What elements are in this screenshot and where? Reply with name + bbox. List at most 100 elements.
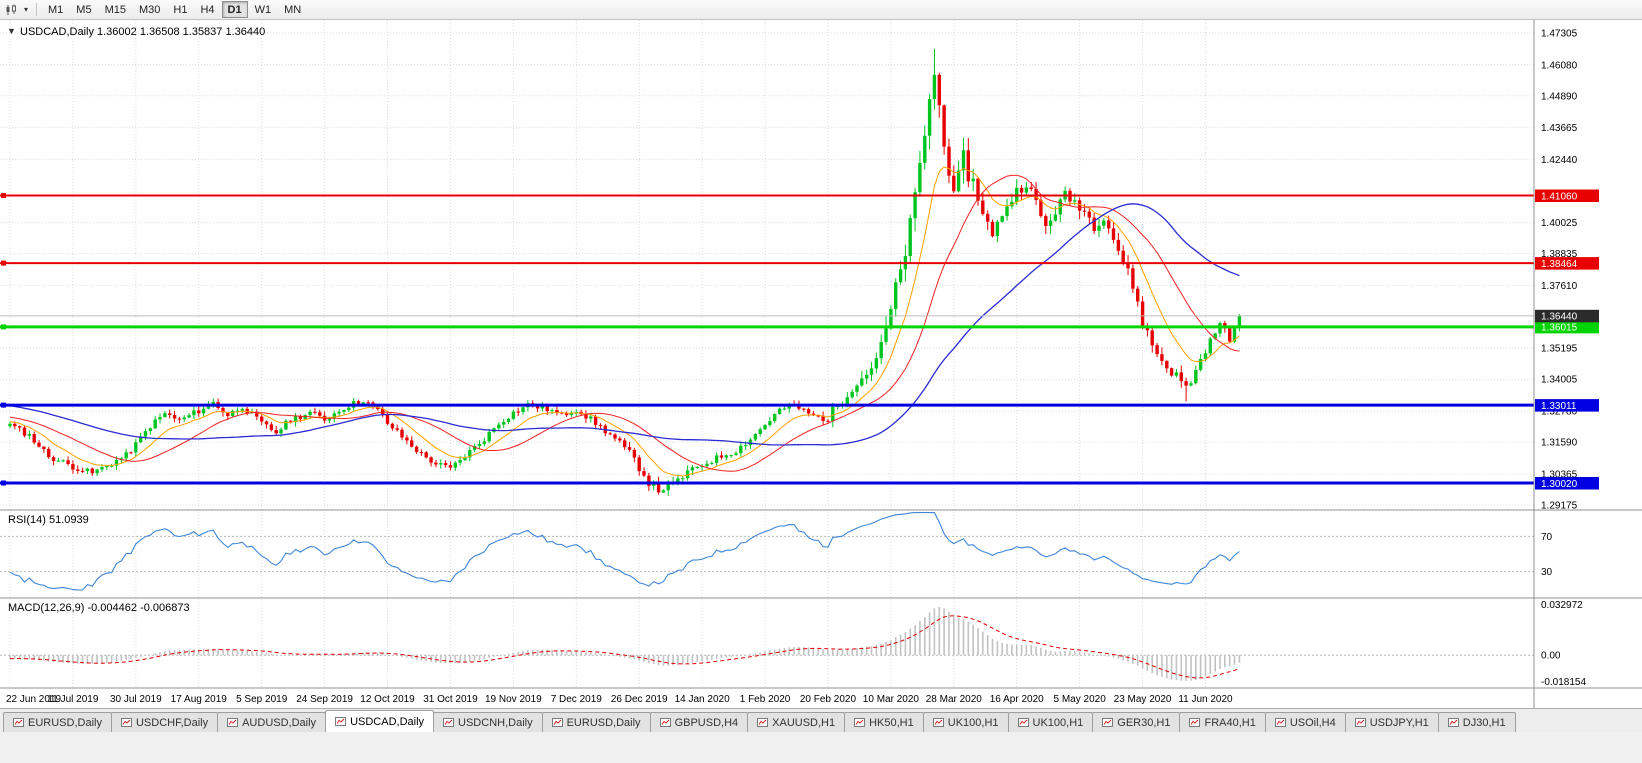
macd-axis-max: 0.032972 [1541, 600, 1583, 611]
time-tick-label: 30 Jul 2019 [110, 694, 162, 705]
chart-tab-icon [1189, 718, 1201, 727]
macd-label: MACD(12,26,9) -0.004462 -0.006873 [8, 602, 190, 614]
price-badge-1.36440 [1535, 309, 1599, 323]
chart-tab-usdchf-daily[interactable]: USDCHF,Daily [110, 712, 219, 732]
time-tick-label: 11 Jul 2019 [47, 694, 98, 705]
chart-tab-dj30-h1[interactable]: DJ30,H1 [1437, 712, 1516, 732]
time-tick-label: 11 Jun 2020 [1178, 694, 1233, 705]
timeframe-button-h4[interactable]: H4 [194, 1, 220, 18]
chart-tab-label: USDJPY,H1 [1369, 716, 1429, 729]
svg-text:1.30020: 1.30020 [1541, 479, 1578, 490]
chart-tab-usoil-h4[interactable]: USOil,H4 [1264, 712, 1346, 732]
chart-canvas[interactable]: RSI(14) 51.0939 MACD(12,26,9) -0.004462 -… [0, 20, 1642, 708]
triangle-down-icon[interactable]: ▼ [7, 26, 16, 36]
hline-handle[interactable] [1, 324, 6, 330]
caret-down-icon[interactable]: ▾ [23, 5, 28, 14]
chart-tab-ger30-h1[interactable]: GER30,H1 [1092, 712, 1181, 732]
hline-handle[interactable] [1, 260, 6, 266]
chart-tab-label: FRA40,H1 [1204, 716, 1256, 729]
timeframe-button-h1[interactable]: H1 [167, 1, 193, 18]
price-tick-label: 1.37610 [1541, 281, 1578, 292]
toolbar-separator [36, 3, 37, 16]
chart-tab-gbpusd-h4[interactable]: GBPUSD,H4 [649, 712, 749, 732]
chart-tab-uk100-h1[interactable]: UK100,H1 [922, 712, 1009, 732]
chart-tab-label: GER30,H1 [1117, 716, 1171, 729]
price-tick-label: 1.38835 [1541, 249, 1578, 260]
chart-tab-icon [1102, 718, 1114, 727]
price-tick-label: 1.46080 [1541, 60, 1578, 71]
rsi-pane: RSI(14) 51.0939 [0, 512, 1534, 591]
time-tick-label: 20 Feb 2020 [800, 694, 857, 705]
chart-tab-icon [1274, 718, 1286, 727]
chart-tab-icon [854, 718, 866, 727]
chart-tab-eurusd-daily[interactable]: EURUSD,Daily [3, 712, 112, 732]
svg-text:1.38464: 1.38464 [1541, 259, 1578, 270]
price-tick-label: 1.30365 [1541, 470, 1578, 481]
timeframe-button-d1[interactable]: D1 [221, 1, 248, 18]
chart-tab-icon [659, 718, 671, 727]
time-tick-label: 1 Feb 2020 [740, 694, 791, 705]
chart-tab-label: USDCHF,Daily [135, 716, 209, 729]
hline-handle[interactable] [1, 480, 6, 486]
chart-tab-usdjpy-h1[interactable]: USDJPY,H1 [1344, 712, 1439, 732]
time-tick-label: 24 Sep 2019 [296, 694, 353, 705]
time-tick-label: 17 Aug 2019 [171, 694, 228, 705]
chart-tab-xauusd-h1[interactable]: XAUUSD,H1 [747, 712, 846, 732]
price-tick-label: 1.32780 [1541, 407, 1578, 418]
hline-handle[interactable] [1, 402, 6, 408]
price-tick-label: 1.31590 [1541, 438, 1578, 449]
hline-handle[interactable] [1, 193, 6, 199]
price-tick-label: 1.42440 [1541, 155, 1578, 166]
time-tick-label: 5 Sep 2019 [236, 694, 288, 705]
timeframe-button-m30[interactable]: M30 [133, 1, 166, 18]
timeframe-button-group: M1 M5 M15 M30 H1 H4 D1 W1 MN [42, 1, 307, 18]
timeframe-button-m5[interactable]: M5 [70, 1, 97, 18]
chart-tab-label: USDCAD,Daily [350, 715, 425, 728]
chart-tab-hk50-h1[interactable]: HK50,H1 [844, 712, 924, 732]
price-tick-label: 1.47305 [1541, 28, 1578, 39]
chart-background [0, 20, 1642, 708]
chart-tab-audusd-daily[interactable]: AUDUSD,Daily [217, 712, 327, 732]
rsi-level-label: 70 [1541, 532, 1553, 543]
candlestick-chart-icon[interactable] [3, 2, 21, 18]
grid [0, 20, 1534, 688]
chart-tab-label: AUDUSD,Daily [242, 716, 317, 729]
svg-text:1.36440: 1.36440 [1541, 312, 1578, 323]
price-badge-1.38464 [1535, 257, 1599, 270]
chart-title: USDCAD,Daily 1.36002 1.36508 1.35837 1.3… [20, 26, 265, 38]
price-tick-label: 1.29175 [1541, 501, 1578, 512]
time-tick-label: 19 Nov 2019 [485, 694, 542, 705]
timeframe-button-w1[interactable]: W1 [249, 1, 278, 18]
chart-tab-icon [335, 717, 347, 726]
chart-tab-eurusd-daily[interactable]: EURUSD,Daily [541, 712, 651, 732]
time-tick-label: 26 Dec 2019 [611, 694, 668, 705]
time-tick-label: 16 Apr 2020 [990, 694, 1044, 705]
chart-tab-icon [551, 718, 563, 727]
chart-tab-icon [757, 718, 769, 727]
chart-tab-label: HK50,H1 [869, 716, 914, 729]
chart-tab-bar: EURUSD,Daily USDCHF,Daily AUDUSD,Daily USDC… [0, 708, 1642, 732]
chart-tab-icon [1017, 718, 1029, 727]
macd-axis-zero: 0.00 [1541, 651, 1561, 662]
chart-tab-uk100-h1[interactable]: UK100,H1 [1007, 712, 1094, 732]
timeframe-button-mn[interactable]: MN [278, 1, 307, 18]
chart-tab-icon [227, 718, 239, 727]
chart-tab-label: USOil,H4 [1289, 716, 1336, 729]
svg-text:1.33011: 1.33011 [1541, 401, 1577, 412]
chart-tab-label: DJ30,H1 [1462, 716, 1506, 729]
price-tick-label: 1.44890 [1541, 91, 1578, 102]
chart-tab-icon [120, 718, 132, 727]
price-badge-1.41060 [1535, 189, 1599, 203]
price-axis[interactable]: 1.47305 1.46080 1.44890 1.43665 1.42440 1.400… [1533, 20, 1599, 708]
chart-tab-label: XAUUSD,H1 [772, 716, 836, 729]
rsi-label: RSI(14) 51.0939 [8, 514, 89, 526]
chart-tab-usdcnh-daily[interactable]: USDCNH,Daily [433, 712, 543, 732]
chart-tab-usdcad-daily[interactable]: USDCAD,Daily [325, 710, 435, 732]
chart-tab-fra40-h1[interactable]: FRA40,H1 [1179, 712, 1266, 732]
price-badge-1.30020 [1535, 476, 1599, 490]
timeframe-button-m1[interactable]: M1 [42, 1, 69, 18]
time-tick-label: 28 Mar 2020 [926, 694, 983, 705]
timeframe-button-m15[interactable]: M15 [99, 1, 132, 18]
price-badge-1.36015 [1535, 320, 1599, 334]
